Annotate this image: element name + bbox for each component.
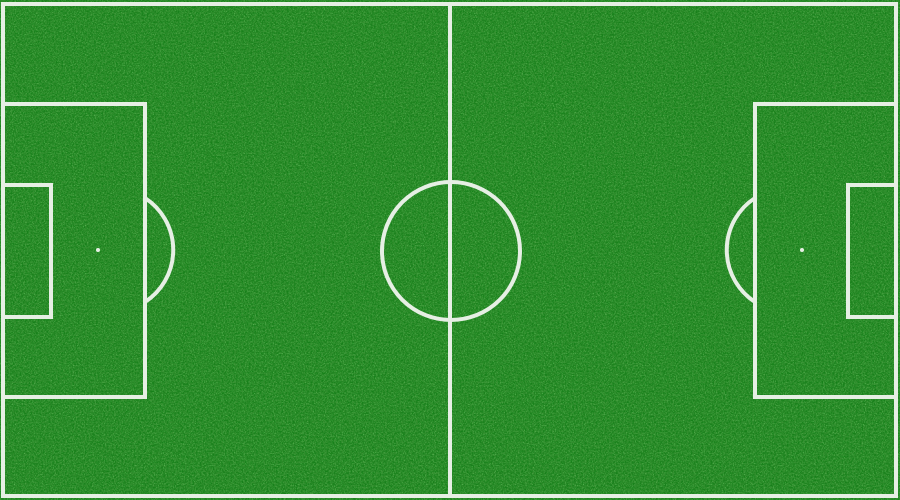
right-penalty-spot [800,248,804,252]
left-penalty-arc [143,196,176,304]
left-goal-area [1,183,53,319]
right-penalty-arc [724,196,757,304]
right-goal-area [846,183,898,319]
center-circle [380,180,522,322]
left-penalty-spot [96,248,100,252]
